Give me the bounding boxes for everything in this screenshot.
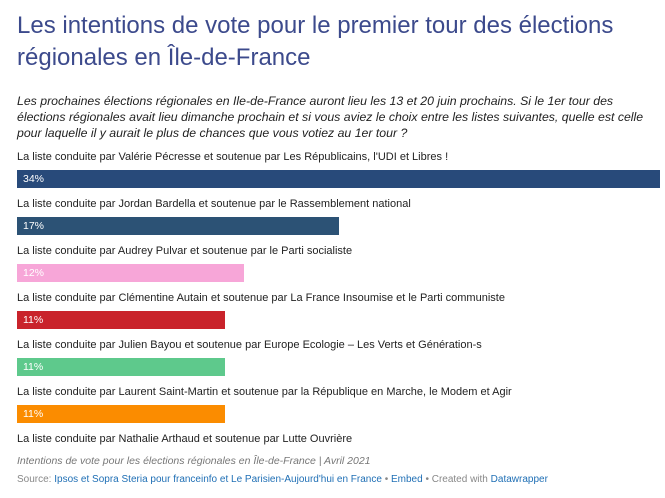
chart-title: Les intentions de vote pour le premier t… <box>17 12 614 71</box>
value-label: 11% <box>23 408 44 420</box>
value-label: 34% <box>23 173 45 185</box>
source-label: Source: <box>17 474 52 485</box>
tool-link[interactable]: Datawrapper <box>490 474 548 485</box>
bar: 11% <box>17 311 226 329</box>
value-label: 11% <box>23 361 44 373</box>
category-label: La liste conduite par Clémentine Autain … <box>17 292 505 304</box>
category-label: La liste conduite par Julien Bayou et so… <box>17 339 482 351</box>
created-with: • Created with <box>425 474 488 485</box>
embed-link[interactable]: Embed <box>390 474 423 485</box>
bar: 11% <box>17 405 226 423</box>
chart-subtitle: Les prochaines élections régionales en I… <box>17 94 644 140</box>
bar: 34% <box>17 170 660 188</box>
separator: • <box>384 474 389 485</box>
value-label: 11% <box>23 314 44 326</box>
category-label: La liste conduite par Jordan Bardella et… <box>17 198 411 210</box>
source: Source: Ipsos et Sopra Steria pour franc… <box>17 474 548 485</box>
value-label: 17% <box>23 220 45 232</box>
bar: 17% <box>17 217 339 235</box>
bar: 11% <box>17 358 226 376</box>
category-label: La liste conduite par Audrey Pulvar et s… <box>17 245 353 257</box>
bar: 12% <box>17 264 244 282</box>
category-label: La liste conduite par Nathalie Arthaud e… <box>17 433 353 445</box>
category-label: La liste conduite par Laurent Saint-Mart… <box>17 386 512 398</box>
value-label: 12% <box>23 267 45 279</box>
source-text[interactable]: Ipsos et Sopra Steria pour franceinfo et… <box>54 474 382 485</box>
category-label: La liste conduite par Valérie Pécresse e… <box>17 151 449 163</box>
notes: Intentions de vote pour les élections ré… <box>17 455 371 467</box>
